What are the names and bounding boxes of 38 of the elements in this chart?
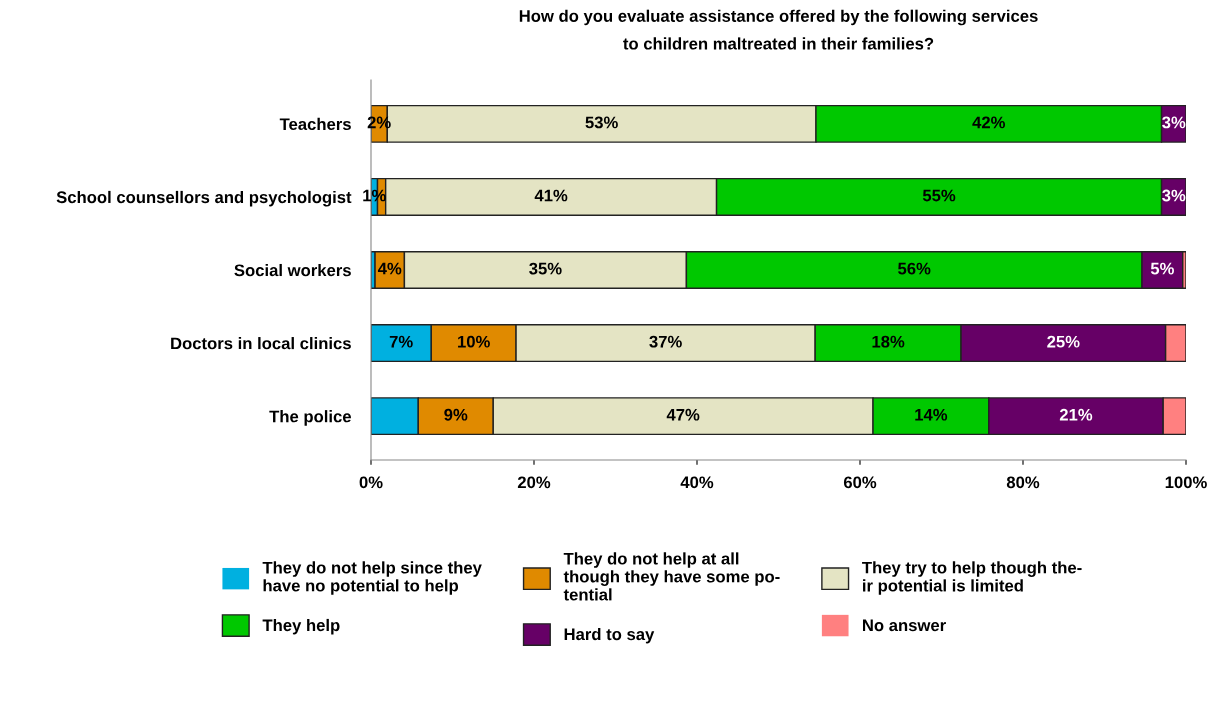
legend-label: No answer — [862, 619, 946, 632]
chart-title: How do you evaluate assistance offered by the following services to children maltreated in their families? — [519, 9, 1038, 50]
data-label: 7% — [389, 335, 413, 348]
data-label: 3% — [1162, 189, 1186, 202]
data-label: 18% — [872, 335, 905, 348]
legend-label: They help — [262, 618, 340, 635]
data-label: 21% — [1059, 408, 1093, 421]
data-label: 3% — [1162, 116, 1186, 129]
x-tick-label: 20% — [517, 476, 551, 489]
legend-label: They try to help though the- ir potential is limited — [862, 561, 1082, 595]
legend-label: They do not help since they have no potential to help — [262, 561, 482, 595]
data-label: 10% — [458, 335, 490, 348]
data-label: 42% — [972, 116, 1006, 129]
data-label: 35% — [529, 262, 562, 275]
data-label: 9% — [444, 408, 468, 421]
data-label: 25% — [1047, 335, 1080, 348]
x-tick-label: 40% — [680, 476, 714, 489]
data-label: 56% — [898, 262, 931, 275]
x-tick-label: 100% — [1165, 476, 1207, 489]
y-tick-label: Doctors in local clinics — [171, 337, 351, 350]
x-tick-label: 60% — [843, 476, 877, 489]
data-label: 41% — [534, 189, 568, 202]
y-tick-label: Teachers — [279, 117, 351, 131]
data-label: 1% — [363, 189, 386, 202]
data-label: 4% — [377, 262, 402, 275]
legend-label: They do not help at all though they have some po- tential — [563, 552, 780, 601]
y-tick-label: School counsellors and psychologist — [56, 190, 352, 207]
data-label: 5% — [1150, 262, 1174, 275]
x-tick-label: 0% — [359, 476, 383, 489]
data-label: 37% — [649, 335, 682, 348]
data-label: 53% — [585, 116, 618, 129]
y-tick-label: Social workers — [234, 263, 351, 277]
data-label: 55% — [922, 189, 956, 202]
y-tick-label: The police — [269, 410, 351, 426]
legend-label: Hard to say — [564, 627, 655, 644]
x-tick-label: 80% — [1006, 476, 1040, 489]
data-label: 47% — [666, 408, 700, 421]
data-label: 14% — [915, 408, 948, 421]
